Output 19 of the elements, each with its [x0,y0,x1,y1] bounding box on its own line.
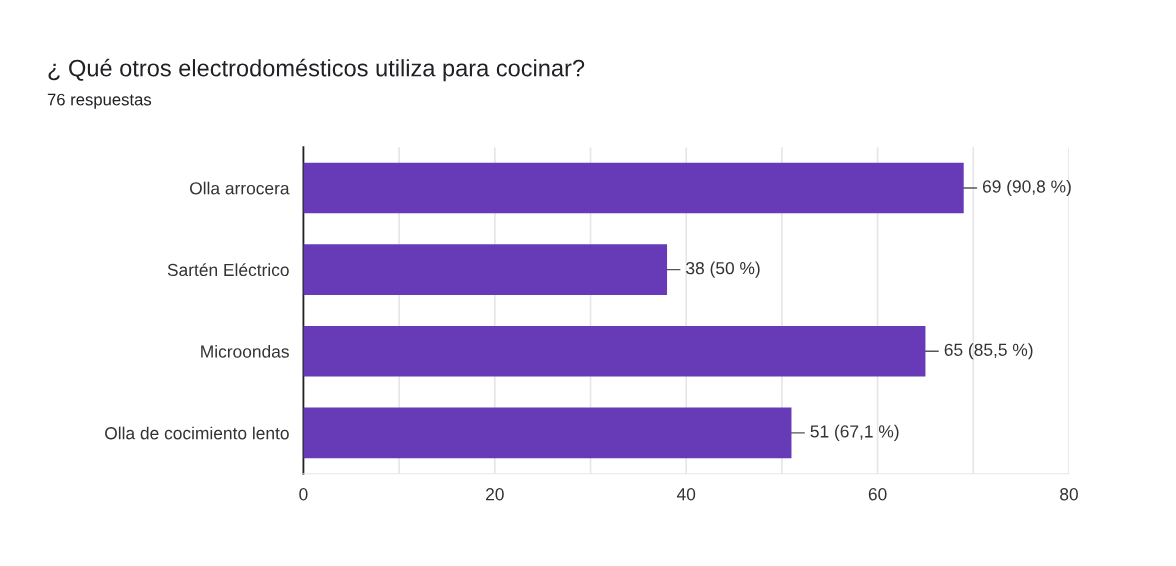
x-tick-label: 80 [1060,488,1078,501]
chart-title: ¿ Qué otros electrodomésticos utiliza para cocinar? [48,58,585,82]
y-tick-label: Sartén Eléctrico [167,263,289,277]
data-label: 51 (67,1 %) [810,424,899,441]
text: 76 respuestas [47,93,152,109]
y-tick-label: Olla de cocimiento lento [105,426,289,440]
x-tick-label: 0 [299,488,308,501]
x-tick-label: 40 [676,488,696,501]
x-tick-label: 20 [486,488,504,501]
bar [303,407,792,459]
data-label: 65 (85,5 %) [944,343,1033,360]
bar [303,244,668,295]
y-tick-label: Olla arrocera [190,181,290,195]
y-tick-label: Microondas [201,344,289,358]
data-label: 69 (90,8 %) [982,179,1071,197]
bar [303,325,926,377]
bar [303,162,964,214]
x-tick-label: 60 [868,488,887,501]
data-label: 38 (50 %) [686,261,760,278]
